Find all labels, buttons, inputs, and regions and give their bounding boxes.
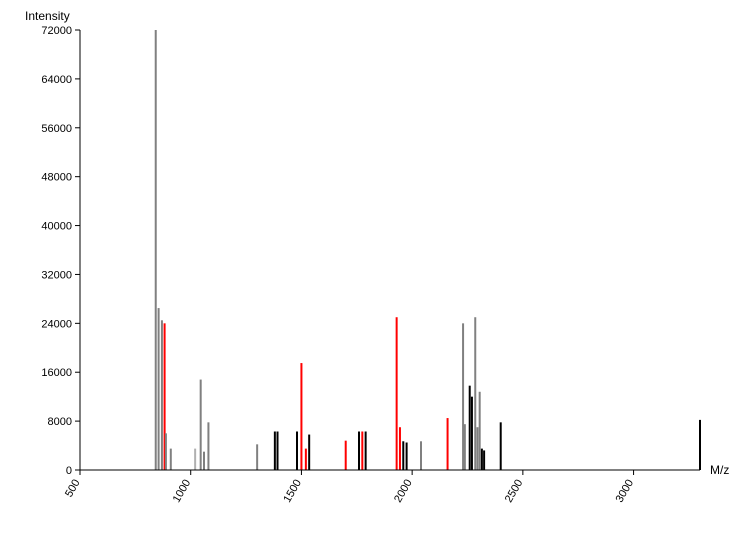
peak-bar (481, 449, 483, 470)
y-tick-label: 48000 (41, 172, 72, 184)
mass-spectrum-chart: 0 8000 16000 24000 32000 40000 48000 56000 64000… (0, 0, 750, 540)
peak-bar (471, 397, 473, 470)
peak-bar (420, 441, 422, 470)
chart-svg: 0 8000 16000 24000 32000 40000 48000 56000 64000… (0, 0, 750, 540)
peak-bar (161, 320, 163, 470)
peak-bar (406, 443, 408, 471)
peak-bar (476, 427, 478, 470)
y-tick-label: 0 (66, 465, 72, 477)
peak-bar (365, 432, 367, 471)
peak-bar (200, 380, 202, 470)
peak-bar (155, 30, 157, 470)
peak-bar (207, 422, 209, 470)
peak-bar (256, 444, 258, 470)
peak-bar (165, 433, 167, 470)
peak-bar (345, 441, 347, 470)
peak-bar (300, 363, 302, 470)
peak-bar (479, 392, 481, 470)
peak-bar (402, 441, 404, 470)
y-tick-label: 8000 (48, 416, 72, 428)
y-tick-label: 40000 (41, 221, 72, 233)
y-axis-title: Intensity (25, 9, 70, 23)
peak-bar (483, 450, 485, 470)
peak-bar (170, 449, 172, 470)
y-tick-label: 24000 (41, 318, 72, 330)
peak-bar (194, 449, 196, 470)
peak-bar (158, 308, 160, 470)
peak-bar (277, 432, 279, 471)
peak-bar (203, 452, 205, 470)
y-tick-label: 64000 (41, 74, 72, 86)
peak-bar (296, 432, 298, 471)
peak-bar (358, 432, 360, 471)
peak-bar (396, 317, 398, 470)
peak-bar (469, 386, 471, 470)
peak-bar (308, 435, 310, 470)
peak-bar (699, 420, 701, 470)
peak-bar (500, 422, 502, 470)
x-axis-title: M/z (710, 463, 729, 477)
peak-bar (464, 424, 466, 470)
peak-bar (474, 317, 476, 470)
peak-bar (274, 432, 276, 471)
peak-bar (305, 449, 307, 470)
y-tick-label: 16000 (41, 367, 72, 379)
peak-bar (361, 432, 363, 471)
y-tick-label: 32000 (41, 269, 72, 281)
peak-bar (462, 323, 464, 470)
y-tick-label: 72000 (41, 25, 72, 37)
y-tick-label: 56000 (41, 123, 72, 135)
peak-bar (399, 427, 401, 470)
chart-bg (0, 0, 750, 540)
peak-bar (447, 418, 449, 470)
